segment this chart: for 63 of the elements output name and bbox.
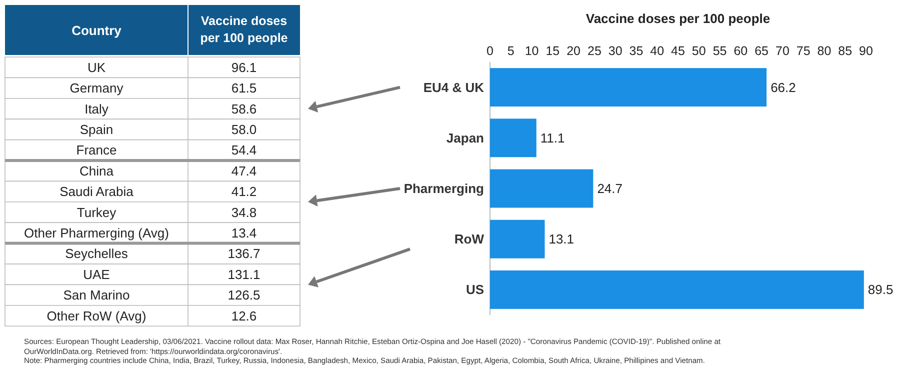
bar [490, 270, 864, 309]
text: 41.2 [231, 184, 257, 200]
text: 47.4 [231, 163, 257, 178]
category-label: UAE [83, 266, 110, 282]
data-label: 89.5 [868, 282, 894, 298]
x-tick-label: 80 [817, 44, 832, 58]
bar [490, 68, 767, 107]
x-tick-label: 35 [629, 44, 644, 58]
category-label: Spain [80, 122, 114, 137]
category-label: Saudi Arabia [60, 184, 134, 200]
bar [490, 118, 536, 158]
text: 58.6 [231, 101, 257, 116]
text: 126.5 [228, 288, 260, 303]
category-label: San Marino [63, 288, 130, 303]
x-tick-label: 65 [754, 44, 769, 58]
text: 54.4 [231, 142, 257, 158]
x-tick-label: 40 [650, 44, 664, 58]
text: 131.1 [228, 266, 260, 282]
text: 96.1 [231, 60, 257, 75]
text: 58.0 [231, 122, 257, 137]
y-tick-label: EU4 & UK [423, 80, 485, 95]
x-tick-label: 50 [692, 44, 706, 58]
text: Country [72, 23, 122, 38]
data-label: 66.2 [770, 80, 796, 95]
y-tick-label: Pharmerging [404, 181, 484, 196]
text: 13.4 [231, 225, 257, 240]
data-label: 13.1 [548, 232, 574, 247]
x-tick-label: 30 [608, 44, 622, 58]
category-label: Italy [84, 101, 109, 116]
text: 12.6 [231, 308, 257, 324]
x-tick-label: 90 [859, 44, 873, 58]
x-tick-label: 25 [587, 44, 602, 58]
x-tick-label: 15 [546, 44, 560, 58]
category-label: China [80, 163, 114, 178]
x-tick-label: 45 [671, 44, 685, 58]
text: Vaccine doses per 100 people [200, 14, 288, 45]
x-tick-label: 70 [775, 44, 790, 58]
category-label: Germany [70, 80, 124, 96]
x-tick-label: 0 [486, 44, 494, 58]
bar [490, 220, 545, 258]
x-tick-label: 55 [712, 44, 727, 58]
category-label: Seychelles [65, 246, 128, 262]
text: 136.7 [228, 246, 260, 262]
category-label: Other RoW (Avg) [46, 308, 146, 324]
category-label: France [76, 142, 117, 158]
x-tick-label: 85 [838, 44, 852, 58]
x-tick-label: 10 [524, 44, 539, 58]
y-tick-label: RoW [454, 232, 485, 247]
x-tick-label: 20 [566, 44, 581, 58]
x-tick-label: 60 [734, 44, 748, 58]
data-label: 11.1 [540, 130, 565, 146]
chart-title: Vaccine doses per 100 people [586, 11, 770, 26]
category-label: Other Pharmerging (Avg) [24, 225, 169, 240]
text: 61.5 [231, 80, 257, 96]
y-tick-label: Japan [446, 130, 484, 146]
category-label: Turkey [76, 204, 117, 220]
data-label: 24.7 [597, 181, 623, 196]
x-tick-label: 75 [796, 44, 810, 58]
text: 34.8 [231, 204, 257, 220]
category-label: UK [87, 60, 106, 75]
x-tick-label: 5 [507, 44, 514, 58]
y-tick-label: US [466, 282, 484, 298]
bar [490, 169, 594, 208]
